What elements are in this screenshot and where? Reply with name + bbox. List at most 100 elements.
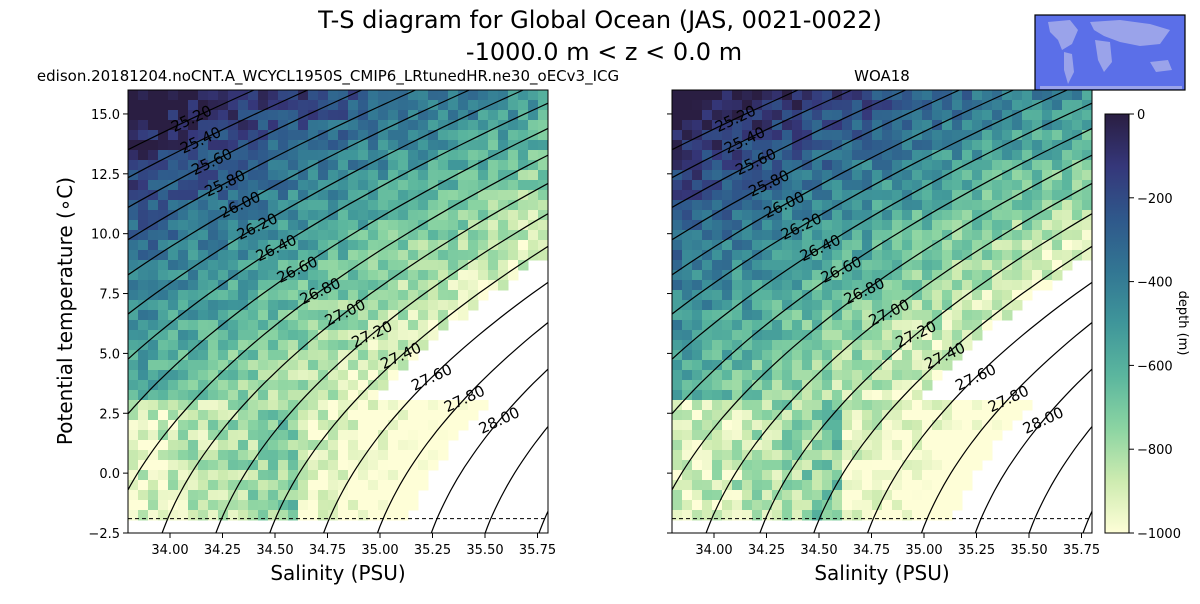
ts-cell xyxy=(852,350,863,361)
ts-cell xyxy=(682,90,693,101)
ts-cell xyxy=(308,210,319,221)
ts-cell xyxy=(318,200,329,211)
y-axis-label: Potential temperature (∘C) xyxy=(53,177,77,445)
ts-cell xyxy=(782,500,793,511)
ts-cell xyxy=(268,400,279,411)
ts-cell xyxy=(1012,230,1023,241)
ts-cell xyxy=(498,110,509,121)
ts-cell xyxy=(782,410,793,421)
ts-cell xyxy=(488,200,499,211)
ts-cell xyxy=(138,290,149,301)
ts-cell xyxy=(418,310,429,321)
ts-cell xyxy=(168,430,179,441)
ts-cell xyxy=(128,130,139,141)
ts-cell xyxy=(208,420,219,431)
ts-cell xyxy=(468,250,479,261)
ts-cell xyxy=(1052,130,1063,141)
ts-cell xyxy=(742,300,753,311)
ts-cell xyxy=(982,190,993,201)
ts-cell xyxy=(218,440,229,451)
ts-cell xyxy=(368,400,379,411)
ts-cell xyxy=(358,230,369,241)
ts-cell xyxy=(1072,200,1083,211)
ts-cell xyxy=(358,420,369,431)
ts-cell xyxy=(258,310,269,321)
ts-cell xyxy=(962,470,973,481)
ts-cell xyxy=(852,480,863,491)
ts-cell xyxy=(368,490,379,501)
ts-cell xyxy=(972,230,983,241)
ts-cell xyxy=(148,140,159,151)
ts-cell xyxy=(912,470,923,481)
ts-cell xyxy=(822,470,833,481)
ts-cell xyxy=(992,110,1003,121)
y-tick-label: −2.5 xyxy=(88,527,120,542)
ts-cell xyxy=(438,140,449,151)
ts-cell xyxy=(378,260,389,271)
ts-cell xyxy=(178,250,189,261)
ts-cell xyxy=(842,130,853,141)
ts-cell xyxy=(458,310,469,321)
ts-cell xyxy=(1082,180,1093,191)
ts-cell xyxy=(408,120,419,131)
ts-cell xyxy=(712,360,723,371)
ts-cell xyxy=(198,500,209,511)
ts-cell xyxy=(942,220,953,231)
ts-cell xyxy=(378,270,389,281)
ts-cell xyxy=(842,170,853,181)
ts-cell xyxy=(932,190,943,201)
ts-cell xyxy=(498,180,509,191)
ts-cell xyxy=(438,250,449,261)
ts-cell xyxy=(842,210,853,221)
ts-cell xyxy=(702,400,713,411)
ts-cell xyxy=(1032,260,1043,271)
ts-cell xyxy=(228,450,239,461)
ts-cell xyxy=(408,310,419,321)
ts-cell xyxy=(138,230,149,241)
ts-cell xyxy=(468,260,479,271)
ts-cell xyxy=(732,210,743,221)
ts-cell xyxy=(762,480,773,491)
ts-cell xyxy=(368,240,379,251)
ts-cell xyxy=(862,470,873,481)
ts-cell xyxy=(822,390,833,401)
ts-cell xyxy=(1082,160,1093,171)
ts-cell xyxy=(1022,230,1033,241)
ts-cell xyxy=(702,140,713,151)
ts-cell xyxy=(942,270,953,281)
ts-cell xyxy=(198,410,209,421)
ts-cell xyxy=(158,420,169,431)
ts-cell xyxy=(388,130,399,141)
ts-cell xyxy=(932,460,943,471)
ts-cell xyxy=(268,140,279,151)
ts-cell xyxy=(782,290,793,301)
ts-cell xyxy=(982,90,993,101)
ts-cell xyxy=(148,300,159,311)
ts-cell xyxy=(348,190,359,201)
ts-cell xyxy=(922,290,933,301)
ts-cell xyxy=(882,490,893,501)
ts-cell xyxy=(1052,230,1063,241)
ts-cell xyxy=(208,300,219,311)
ts-cell xyxy=(842,420,853,431)
ts-cell xyxy=(358,350,369,361)
ts-cell xyxy=(892,210,903,221)
ts-cell xyxy=(692,200,703,211)
ts-cell xyxy=(438,420,449,431)
ts-cell xyxy=(672,160,683,171)
ts-cell xyxy=(178,340,189,351)
ts-cell xyxy=(992,160,1003,171)
ts-cell xyxy=(982,440,993,451)
ts-cell xyxy=(892,100,903,111)
ts-cell xyxy=(448,420,459,431)
colorbar-gradient xyxy=(1105,114,1129,533)
ts-cell xyxy=(882,440,893,451)
ts-cell xyxy=(368,360,379,371)
ts-cell xyxy=(368,390,379,401)
ts-cell xyxy=(238,250,249,261)
ts-cell xyxy=(992,240,1003,251)
ts-cell xyxy=(178,490,189,501)
ts-cell xyxy=(682,440,693,451)
ts-cell xyxy=(752,480,763,491)
ts-cell xyxy=(138,280,149,291)
